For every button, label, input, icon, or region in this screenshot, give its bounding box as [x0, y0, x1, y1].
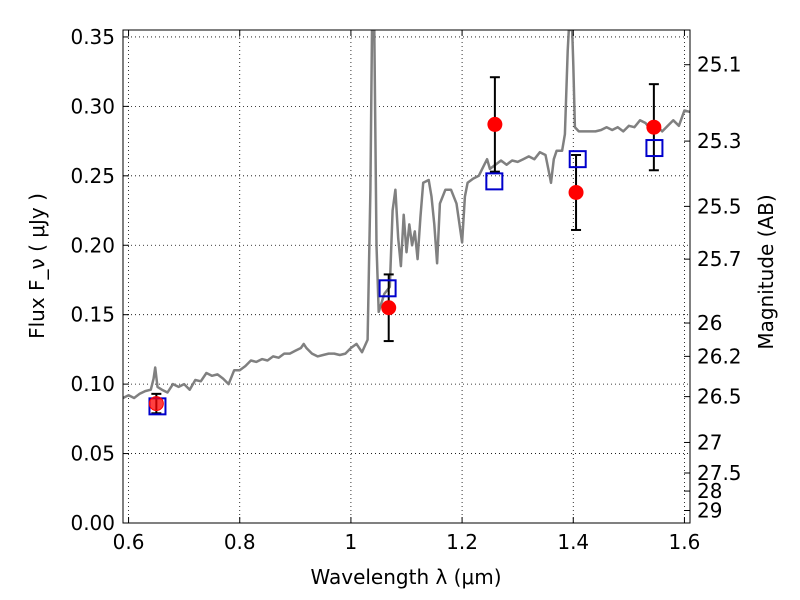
right-tick-label: 25.5 [697, 194, 742, 218]
y-tick-label: 0.30 [70, 94, 115, 118]
x-tick-label: 1.4 [557, 530, 589, 554]
grid-lines [123, 30, 690, 523]
right-tick-label: 27.5 [697, 461, 742, 485]
y-tick-label: 0.05 [70, 442, 115, 466]
plot-frame [122, 29, 691, 524]
spectrum-line [123, 30, 690, 400]
observed-photometry-point [646, 119, 662, 135]
model-photometry-square [645, 139, 664, 158]
series-layer [123, 30, 690, 416]
y-tick-label: 0.20 [70, 233, 115, 257]
observed-photometry-point [487, 116, 503, 132]
y-tick-label: 0.00 [70, 511, 115, 535]
y-tick-label: 0.10 [70, 372, 115, 396]
y-tick-label: 0.35 [70, 25, 115, 49]
y-axis-title: Flux F_ν ( μJy ) [25, 193, 49, 339]
right-tick-label: 26.5 [697, 385, 742, 409]
right-tick-label: 28 [697, 479, 722, 503]
right-tick-label: 26 [697, 311, 722, 335]
x-axis-title: Wavelength λ (μm) [310, 565, 501, 589]
right-tick-label: 26.2 [697, 344, 742, 368]
model-photometry-square [485, 172, 504, 191]
right-tick-label: 25.1 [697, 53, 742, 77]
model-photometry-square [378, 279, 397, 298]
observed-photometry-point [568, 184, 584, 200]
x-tick-label: 1 [345, 530, 358, 554]
y-tick-label: 0.15 [70, 303, 115, 327]
right-axis-title: Magnitude (AB) [754, 194, 778, 349]
plot-background [123, 30, 690, 523]
x-tick-label: 0.6 [113, 530, 145, 554]
right-tick-label: 25.3 [697, 129, 742, 153]
right-tick-label: 25.7 [697, 247, 742, 271]
right-tick-label: 27 [697, 430, 722, 454]
x-tick-label: 1.6 [669, 530, 701, 554]
axis-ticks: 0.6 0.8 1 1.2 1.4 1.6 0.00 0.05 0.10 0.15 0.20 0.25… [70, 25, 741, 554]
model-photometry-square [568, 150, 587, 169]
y-tick-label: 0.25 [70, 164, 115, 188]
observed-photometry-point [148, 396, 164, 412]
x-tick-label: 0.8 [224, 530, 256, 554]
observed-photometry-point [381, 300, 397, 316]
right-tick-label: 29 [697, 499, 722, 523]
x-tick-label: 1.2 [446, 530, 478, 554]
